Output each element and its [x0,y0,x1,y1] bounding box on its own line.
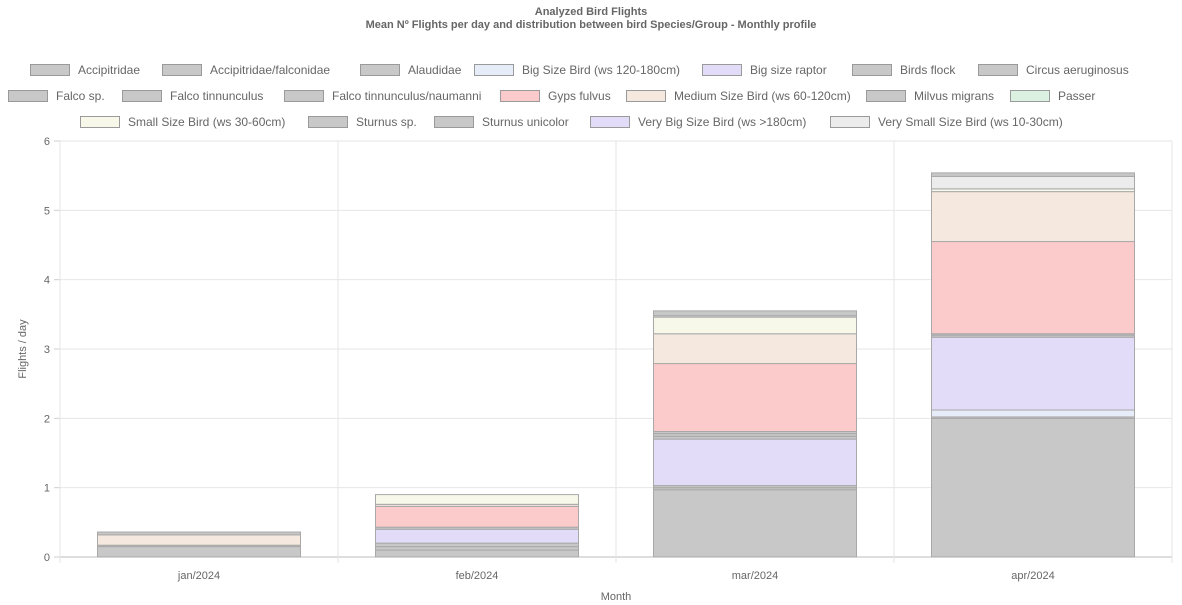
x-tick-label: feb/2024 [456,570,499,582]
bar-segment [931,417,1135,558]
legend-label: Accipitridae/falconidae [210,63,331,77]
legend-item[interactable]: Gyps fulvus [500,88,611,104]
legend-item[interactable]: Very Big Size Bird (ws >180cm) [590,114,806,130]
legend-swatch [80,116,120,128]
bar-segment [97,546,301,558]
legend-swatch [122,90,162,102]
legend-swatch [866,90,906,102]
legend-label: Falco sp. [56,89,105,103]
legend-item[interactable]: Falco tinnunculus [122,88,263,104]
legend-swatch [434,116,474,128]
legend-item[interactable]: Passer [1010,88,1095,104]
bar-segment [931,409,1135,418]
legend-item[interactable]: Sturnus sp. [308,114,417,130]
legend-label: Big Size Bird (ws 120-180cm) [522,63,681,77]
legend-label: Falco tinnunculus [170,89,264,103]
legend-label: Big size raptor [750,63,827,77]
legend-swatch [474,64,514,76]
legend-swatch [30,64,70,76]
y-tick-label: 5 [44,205,50,217]
legend-swatch [500,90,540,102]
x-tick-label: jan/2024 [177,570,220,582]
x-axis-title: Month [601,591,632,603]
y-tick-label: 4 [44,275,50,287]
bar-segment [653,310,857,317]
bar-segment [375,505,579,528]
legend-label: Circus aeruginosus [1026,63,1129,77]
chart-subtitle: Mean Nº Flights per day and distribution… [365,19,817,31]
legend-label: Very Small Size Bird (ws 10-30cm) [878,115,1063,129]
legend-label: Small Size Bird (ws 30-60cm) [128,115,286,129]
legend-swatch [308,116,348,128]
chart-titles: Analyzed Bird Flights Mean Nº Flights pe… [0,6,1182,32]
legend-item[interactable]: Small Size Bird (ws 30-60cm) [80,114,285,130]
legend-item[interactable]: Big size raptor [702,62,827,78]
bar-segment [97,534,301,546]
bar-segment [653,316,857,335]
legend-label: Very Big Size Bird (ws >180cm) [638,115,807,129]
legend-item[interactable]: Medium Size Bird (ws 60-120cm) [626,88,851,104]
legend-swatch [830,116,870,128]
legend-swatch [360,64,400,76]
legend-item[interactable]: Very Small Size Bird (ws 10-30cm) [830,114,1063,130]
bar-segment [653,363,857,433]
legend-label: Sturnus unicolor [482,115,569,129]
bar-segment [375,546,579,551]
bar-segment [653,333,857,365]
bar-segment [97,531,301,536]
legend-label: Milvus migrans [914,89,995,103]
x-tick-label: mar/2024 [732,570,778,582]
legend-label: Medium Size Bird (ws 60-120cm) [674,89,851,103]
y-tick-label: 2 [44,413,50,425]
legend-item[interactable]: Birds flock [852,62,955,78]
legend-label: Sturnus sp. [356,115,417,129]
legend-swatch [8,90,48,102]
bar-segment [375,549,579,558]
x-tick-label: apr/2024 [1011,570,1054,582]
legend-swatch [852,64,892,76]
legend-swatch [978,64,1018,76]
y-tick-label: 1 [44,483,50,495]
legend-swatch [284,90,324,102]
bar-segment [375,494,579,505]
y-axis-title: Flights / day [17,319,29,379]
legend-item[interactable]: Sturnus unicolor [434,114,569,130]
legend-swatch [162,64,202,76]
y-tick-label: 3 [44,344,50,356]
bar-segment [931,172,1135,177]
bar-segment [653,438,857,487]
bar-segment [931,191,1135,243]
y-tick-label: 0 [44,552,50,564]
bar-segment [653,489,857,558]
legend-item[interactable]: Circus aeruginosus [978,62,1129,78]
legend-item[interactable]: Falco tinnunculus/naumanni [284,88,481,104]
legend-item[interactable]: Milvus migrans [866,88,994,104]
bar-segment [931,175,1135,190]
legend-label: Accipitridae [78,63,141,77]
legend-swatch [626,90,666,102]
legend-label: Passer [1058,89,1096,103]
legend-label: Birds flock [900,63,956,77]
bar-segment [375,542,579,548]
legend-item[interactable]: Falco sp. [8,88,105,104]
legend-item[interactable]: Accipitridae/falconidae [162,62,330,78]
legend-label: Falco tinnunculus/naumanni [332,89,482,103]
y-tick-label: 6 [44,136,50,148]
bar-segment [931,241,1135,335]
legend-item[interactable]: Alaudidae [360,62,461,78]
legend-swatch [702,64,742,76]
legend-swatch [590,116,630,128]
bar-segment [931,336,1135,411]
chart-title: Analyzed Bird Flights [534,6,648,18]
legend-label: Alaudidae [408,63,462,77]
bar-segment [375,528,579,544]
legend-item[interactable]: Big Size Bird (ws 120-180cm) [474,62,680,78]
legend-label: Gyps fulvus [548,89,611,103]
legend-item[interactable]: Accipitridae [30,62,140,78]
legend-swatch [1010,90,1050,102]
